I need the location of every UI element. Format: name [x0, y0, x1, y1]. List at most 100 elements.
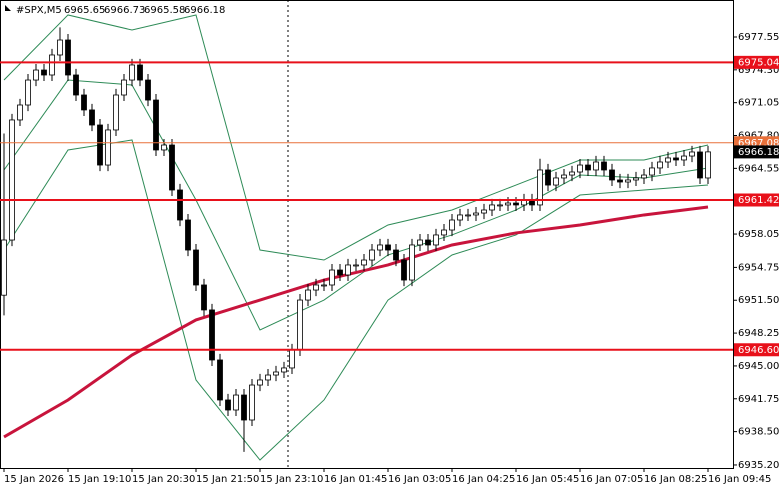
candle-body	[257, 379, 263, 386]
indicator-line	[3, 14, 709, 261]
candle-body	[465, 214, 471, 217]
y-tick-label: 6935.20	[738, 460, 779, 471]
y-tick-label: 6938.50	[738, 427, 779, 438]
candle-body	[81, 94, 87, 111]
x-tick-label: 15 Jan 19:10	[68, 474, 131, 485]
candle-body	[129, 64, 135, 81]
candle-body	[265, 374, 271, 381]
candle-body	[377, 244, 383, 251]
candle-body	[513, 202, 519, 206]
candle-body	[9, 119, 15, 241]
candle-body	[705, 151, 711, 179]
candle-body	[177, 189, 183, 221]
level-label: 6961.42	[738, 195, 779, 206]
level-label-box	[734, 343, 779, 357]
candle-body	[145, 79, 151, 101]
candle-body	[49, 54, 55, 76]
candle-body	[625, 179, 631, 183]
candle-body	[369, 249, 375, 261]
x-tick-label: 16 Jan 04:25	[452, 474, 515, 485]
chart-title: #SPX,M5	[16, 5, 62, 16]
candle-body	[209, 309, 215, 361]
candle-body	[697, 151, 703, 179]
candle-body	[281, 367, 287, 373]
plot-area	[1, 14, 711, 461]
header-high: 6966.73	[104, 5, 145, 16]
candle-body	[537, 169, 543, 206]
level-label: 6946.60	[738, 345, 779, 356]
candle-body	[577, 164, 583, 173]
level-label-box	[734, 193, 779, 207]
x-tick-label: 16 Jan 09:45	[708, 474, 771, 485]
x-tick-label: 16 Jan 01:45	[324, 474, 387, 485]
x-tick-label: 16 Jan 08:25	[644, 474, 707, 485]
candle-body	[545, 169, 551, 186]
candle-body	[25, 79, 31, 106]
candle-body	[201, 284, 207, 311]
candle-body	[113, 94, 119, 131]
x-tick-label: 15 Jan 20:30	[132, 474, 195, 485]
indicator-line	[3, 205, 709, 439]
header-low: 6965.58	[144, 5, 185, 16]
candle-body	[553, 177, 559, 186]
level-label-box	[734, 55, 779, 69]
x-tick-label: 16 Jan 05:45	[516, 474, 579, 485]
candle-body	[57, 39, 63, 56]
y-tick-label: 6954.75	[738, 262, 779, 273]
candle-body	[641, 174, 647, 179]
y-tick-label: 6945.00	[738, 361, 779, 372]
candle-body	[617, 179, 623, 183]
y-tick-label: 6974.30	[738, 65, 779, 76]
candle-body	[169, 144, 175, 191]
candle-body	[649, 167, 655, 176]
candle-body	[561, 174, 567, 179]
candle-body	[329, 269, 335, 286]
candle-body	[609, 169, 615, 181]
candle-body	[297, 299, 303, 351]
candle-body	[241, 394, 247, 421]
candle-body	[313, 284, 319, 291]
candle-body	[409, 244, 415, 281]
candle-body	[401, 259, 407, 281]
candle-body	[137, 64, 143, 81]
level-label: 6975.04	[738, 57, 779, 68]
y-tick-label: 6958.05	[738, 229, 779, 240]
x-tick-label: 15 Jan 2026	[4, 474, 64, 485]
candle-body	[385, 244, 391, 251]
x-tick-label: 15 Jan 21:50	[196, 474, 259, 485]
candle-body	[289, 349, 295, 369]
candle-body	[417, 239, 423, 246]
current-price-label: 6966.18	[738, 147, 779, 158]
y-tick-label: 6964.55	[738, 163, 779, 174]
candle-body	[73, 74, 79, 96]
candle-body	[497, 204, 503, 207]
y-tick-label: 6971.05	[738, 98, 779, 109]
candle-body	[433, 234, 439, 246]
x-tick-label: 16 Jan 07:05	[580, 474, 643, 485]
candle-body	[121, 79, 127, 96]
candle-body	[489, 204, 495, 211]
candle-body	[65, 39, 71, 76]
candle-body	[505, 202, 511, 206]
header-close: 6966.18	[184, 5, 225, 16]
candle-body	[185, 219, 191, 251]
candle-body	[193, 249, 199, 286]
candle-body	[273, 371, 279, 376]
candle-body	[1, 239, 7, 296]
candle-body	[17, 104, 23, 121]
candle-body	[673, 157, 679, 161]
candle-body	[473, 212, 479, 216]
x-tick-label: 15 Jan 23:10	[260, 474, 323, 485]
candle-body	[321, 284, 327, 287]
candle-body	[41, 69, 47, 76]
candle-body	[585, 164, 591, 171]
candle-body	[233, 394, 239, 411]
candle-body	[97, 124, 103, 166]
candle-body	[305, 289, 311, 301]
y-tick-label: 6967.80	[738, 131, 779, 142]
candle-body	[657, 161, 663, 169]
y-tick-label: 6951.50	[738, 295, 779, 306]
candle-body	[457, 214, 463, 221]
